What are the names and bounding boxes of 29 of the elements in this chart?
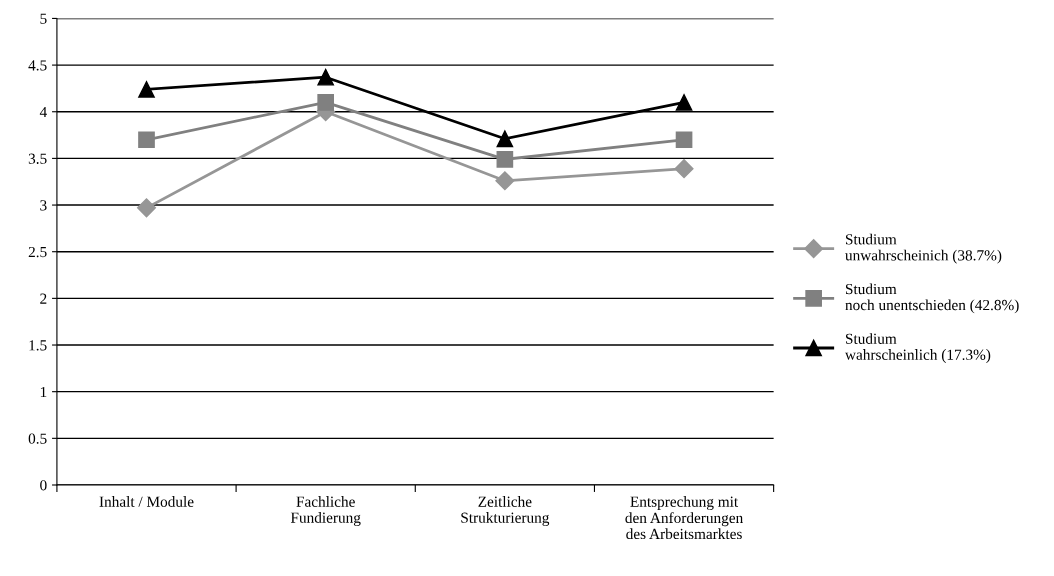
point: [136, 198, 157, 218]
point: [138, 131, 155, 149]
point: [317, 94, 335, 111]
y-tick-label: 2.5: [28, 246, 47, 258]
x-tick-label: Inhalt / Module: [99, 496, 194, 507]
y-tick-label: 0: [40, 480, 47, 491]
y-tick-label: 0.5: [28, 433, 47, 444]
y-tick-label: 3: [40, 200, 47, 211]
x-tick-label: Fachliche Fundierung: [290, 496, 361, 526]
point: [674, 159, 694, 179]
y-tick-label: 4.5: [28, 60, 47, 71]
point: [496, 130, 514, 148]
point: [496, 150, 514, 168]
legend-label: Studium noch unentschieden (42.8%): [845, 283, 1019, 314]
legend-label: Studium unwahrscheinich (38.7%): [845, 233, 1002, 264]
point: [675, 94, 693, 111]
x-tick-label: Entsprechung mit den Anforderungen des Arbeitsmarktes: [625, 496, 743, 540]
legend-label: Studium wahrscheinlich (17.3%): [844, 333, 991, 363]
point: [317, 68, 335, 86]
point: [495, 171, 515, 191]
y-tick-label: 4: [39, 106, 47, 118]
y-tick-label: 1.5: [29, 340, 47, 351]
point: [138, 81, 155, 98]
x-tick-label: Zeitliche Strukturierung: [461, 496, 550, 526]
y-tick-label: 2: [40, 293, 47, 304]
y-tick-label: 5: [40, 13, 47, 24]
point: [675, 131, 693, 149]
y-tick-label: 3.5: [28, 153, 47, 164]
y-tick-label: 1: [40, 386, 47, 397]
